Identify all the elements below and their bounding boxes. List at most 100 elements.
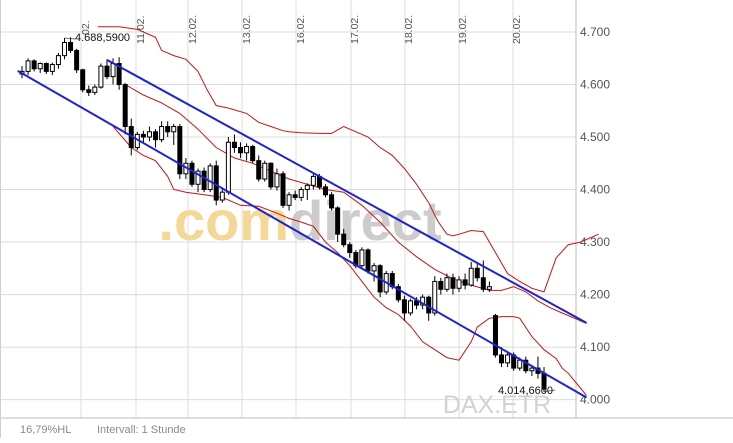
- candle: [68, 37, 74, 54]
- candle: [347, 242, 353, 258]
- candle-body-up: [25, 60, 31, 72]
- candle-body-down: [329, 194, 335, 209]
- candle: [456, 276, 462, 292]
- candle: [231, 134, 237, 153]
- candle: [492, 314, 498, 358]
- candle-body-down: [480, 277, 486, 290]
- candle: [104, 59, 110, 80]
- candle: [43, 62, 49, 75]
- candle: [159, 121, 165, 143]
- date-label: 18.02.: [403, 15, 415, 44]
- candle-body-down: [250, 145, 256, 162]
- candle-body-up: [61, 42, 67, 57]
- candle-body-up: [359, 249, 365, 267]
- candle-body-up: [286, 194, 292, 206]
- candle-body-down: [165, 126, 171, 133]
- candle-body-up: [207, 165, 213, 191]
- low-label: 4.014,6600: [498, 385, 553, 397]
- candle: [341, 228, 347, 248]
- candle-body-up: [304, 184, 310, 191]
- candle-body-down: [347, 244, 353, 254]
- candle-body-down: [499, 354, 505, 364]
- candle-body-down: [238, 147, 244, 154]
- candle-body-up: [225, 141, 231, 193]
- candle-body-up: [371, 265, 377, 272]
- candle-body-down: [401, 299, 407, 314]
- candle: [335, 206, 341, 243]
- candle: [438, 277, 444, 295]
- candle: [92, 84, 98, 96]
- candle-body-up: [262, 162, 268, 180]
- candle-body-down: [438, 280, 444, 290]
- candle: [292, 190, 298, 201]
- candle: [37, 62, 43, 73]
- candle: [244, 143, 250, 161]
- candle-body-down: [523, 359, 529, 372]
- channel-line-upper: [106, 58, 587, 324]
- candle-body-down: [86, 89, 92, 93]
- interval-label: Intervall: 1 Stunde: [97, 424, 186, 436]
- candle-body-down: [395, 286, 401, 301]
- candle: [98, 63, 104, 89]
- candle-body-up: [505, 354, 511, 364]
- candle: [444, 273, 450, 292]
- candle-body-down: [189, 162, 195, 185]
- candle-body-up: [407, 300, 413, 314]
- y-tick-label: 4.100: [580, 340, 610, 354]
- candle-body-down: [104, 65, 110, 78]
- candle: [238, 142, 244, 159]
- candle: [219, 189, 225, 203]
- candle-body-up: [529, 367, 535, 372]
- candle-body-down: [231, 141, 237, 149]
- candle: [323, 184, 328, 198]
- candle-body-down: [462, 279, 468, 286]
- candle: [146, 126, 152, 142]
- candle-body-down: [474, 267, 480, 279]
- candle: [153, 129, 159, 148]
- candle-body-down: [256, 160, 262, 180]
- instrument-logo: DAX.ETR: [443, 391, 551, 419]
- candle-body-down: [365, 249, 371, 272]
- high-label: 4.688,5900: [75, 32, 130, 44]
- candle: [122, 82, 128, 135]
- candle: [298, 186, 304, 202]
- candle: [450, 273, 456, 295]
- candle: [499, 347, 505, 368]
- candle-body-up: [37, 63, 43, 70]
- date-label: 11.02.: [135, 16, 147, 44]
- candle: [262, 160, 268, 182]
- y-tick-label: 4.200: [580, 288, 610, 302]
- y-tick-label: 4.500: [580, 130, 610, 144]
- candle: [329, 192, 335, 211]
- bands: [97, 26, 599, 396]
- candle: [31, 59, 37, 72]
- candle: [61, 37, 67, 60]
- candle: [256, 155, 262, 182]
- candle-body-up: [146, 131, 152, 138]
- candle-body-up: [171, 126, 177, 133]
- candle-body-up: [98, 65, 104, 88]
- candle-body-up: [110, 63, 116, 78]
- candle-body-up: [486, 286, 492, 290]
- candle-body-down: [31, 60, 37, 70]
- candle: [310, 173, 316, 190]
- date-label: 19.02.: [457, 15, 469, 44]
- candle: [395, 284, 401, 303]
- candle-body-down: [80, 69, 86, 91]
- candle: [274, 168, 280, 191]
- candle-body-down: [116, 63, 122, 86]
- candle-body-down: [335, 207, 341, 235]
- instrument-name: DAX.ETR: [443, 391, 551, 419]
- candle-body-down: [68, 42, 74, 51]
- candle: [140, 130, 146, 143]
- date-label: 02.: [80, 20, 92, 35]
- upper-band: [97, 26, 599, 293]
- y-tick-label: 4.400: [580, 183, 610, 197]
- candle: [116, 57, 122, 90]
- candle: [371, 263, 377, 282]
- candle: [195, 168, 201, 193]
- trend-channel: [17, 58, 588, 399]
- date-label: 16.02.: [295, 15, 307, 44]
- candle-body-up: [195, 170, 201, 185]
